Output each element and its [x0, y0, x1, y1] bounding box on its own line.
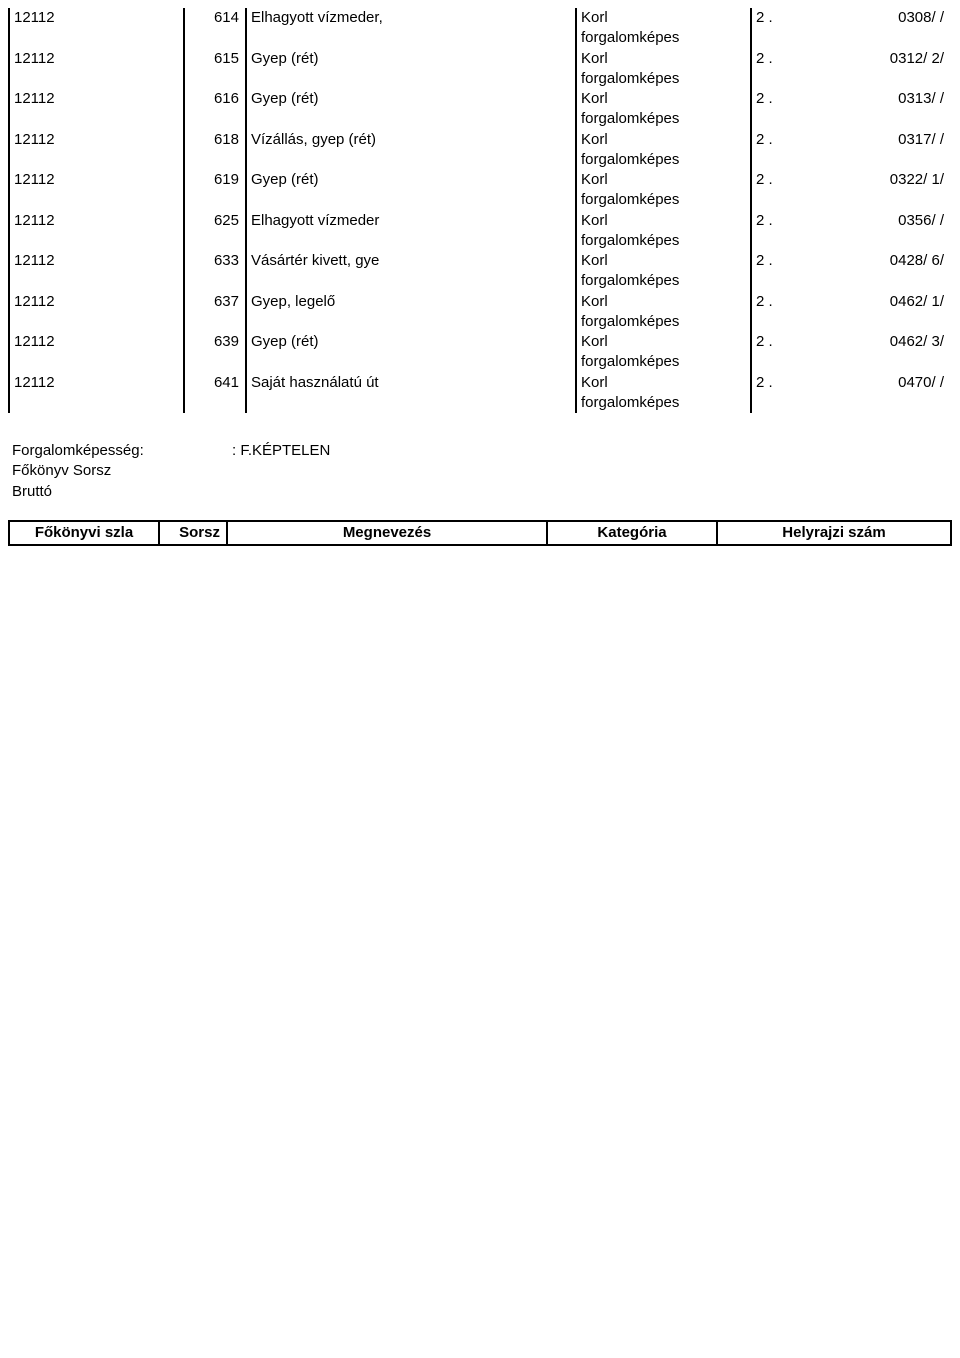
top-cell-c5: 2 .	[751, 49, 790, 90]
header-megnevezes: Megnevezés	[227, 521, 547, 545]
top-cell-c2: 625	[184, 211, 246, 252]
header-kategoria: Kategória	[547, 521, 717, 545]
meta-label-brutto: Bruttó	[12, 482, 232, 502]
top-cell-c1: 12112	[9, 292, 184, 333]
top-cell-c2: 614	[184, 8, 246, 49]
top-cell-c4a: Korl	[576, 211, 751, 231]
top-cell-c4b: forgalomképes	[576, 109, 751, 129]
top-cell-c5: 2 .	[751, 373, 790, 414]
top-cell-c4a: Korl	[576, 49, 751, 69]
top-cell-c6: 0312/ 2/	[790, 49, 960, 90]
header-sorsz: Sorsz	[159, 521, 227, 545]
top-cell-c3: Gyep (rét)	[246, 170, 576, 211]
top-cell-c1: 12112	[9, 211, 184, 252]
top-cell-c1: 12112	[9, 251, 184, 292]
top-cell-c2: 618	[184, 130, 246, 171]
meta-label-forgalomkepesseg: Forgalomképesség:	[12, 441, 232, 461]
top-cell-c2: 637	[184, 292, 246, 333]
top-cell-c3: Vásártér kivett, gye	[246, 251, 576, 292]
top-cell-c4a: Korl	[576, 89, 751, 109]
top-cell-c2: 633	[184, 251, 246, 292]
top-cell-c3: Gyep (rét)	[246, 89, 576, 130]
top-cell-c4b: forgalomképes	[576, 69, 751, 89]
top-cell-c1: 12112	[9, 89, 184, 130]
top-cell-c4a: Korl	[576, 170, 751, 190]
top-cell-c6: 0317/ /	[790, 130, 960, 171]
meta-label-fokonyv-sorsz: Főkönyv Sorsz	[12, 461, 232, 481]
top-cell-c4a: Korl	[576, 332, 751, 352]
top-cell-c4b: forgalomképes	[576, 231, 751, 251]
top-cell-c4b: forgalomképes	[576, 312, 751, 332]
top-cell-c3: Saját használatú út	[246, 373, 576, 414]
top-cell-c4b: forgalomképes	[576, 271, 751, 291]
top-cell-c5: 2 .	[751, 130, 790, 171]
top-cell-c4b: forgalomképes	[576, 352, 751, 372]
top-cell-c1: 12112	[9, 373, 184, 414]
top-cell-c3: Gyep, legelő	[246, 292, 576, 333]
top-cell-c6: 0356/ /	[790, 211, 960, 252]
top-cell-c3: Elhagyott vízmeder,	[246, 8, 576, 49]
top-cell-c2: 616	[184, 89, 246, 130]
top-cell-c3: Gyep (rét)	[246, 332, 576, 373]
top-cell-c2: 619	[184, 170, 246, 211]
top-cell-c1: 12112	[9, 170, 184, 211]
top-cell-c2: 641	[184, 373, 246, 414]
top-cell-c2: 615	[184, 49, 246, 90]
top-cell-c5: 2 .	[751, 89, 790, 130]
top-cell-c3: Vízállás, gyep (rét)	[246, 130, 576, 171]
section-meta: Forgalomképesség: : F.KÉPTELEN Főkönyv S…	[12, 441, 952, 502]
top-cell-c5: 2 .	[751, 292, 790, 333]
top-cell-c4b: forgalomképes	[576, 28, 751, 48]
top-cell-c4b: forgalomképes	[576, 150, 751, 170]
top-cell-c1: 12112	[9, 130, 184, 171]
top-cell-c3: Elhagyott vízmeder	[246, 211, 576, 252]
top-cell-c1: 12112	[9, 8, 184, 49]
top-cell-c4a: Korl	[576, 292, 751, 312]
top-cell-c4a: Korl	[576, 251, 751, 271]
top-cell-c6: 0322/ 1/	[790, 170, 960, 211]
main-table: Főkönyvi szla Sorsz Megnevezés Kategória…	[8, 520, 952, 546]
top-cell-c4a: Korl	[576, 8, 751, 28]
top-cell-c5: 2 .	[751, 332, 790, 373]
top-cell-c2: 639	[184, 332, 246, 373]
top-cell-c6: 0308/ /	[790, 8, 960, 49]
top-cell-c1: 12112	[9, 49, 184, 90]
top-table: 12112614Elhagyott vízmeder,Korl2 .0308/ …	[8, 8, 960, 413]
top-cell-c5: 2 .	[751, 251, 790, 292]
top-cell-c6: 0313/ /	[790, 89, 960, 130]
header-helyrajzi-szam: Helyrajzi szám	[717, 521, 951, 545]
top-cell-c3: Gyep (rét)	[246, 49, 576, 90]
top-cell-c1: 12112	[9, 332, 184, 373]
top-cell-c4b: forgalomképes	[576, 393, 751, 413]
top-cell-c6: 0470/ /	[790, 373, 960, 414]
top-cell-c6: 0462/ 3/	[790, 332, 960, 373]
top-cell-c4b: forgalomképes	[576, 190, 751, 210]
top-cell-c5: 2 .	[751, 170, 790, 211]
top-cell-c5: 2 .	[751, 211, 790, 252]
top-cell-c4a: Korl	[576, 130, 751, 150]
top-cell-c5: 2 .	[751, 8, 790, 49]
meta-value-forgalomkepesseg: : F.KÉPTELEN	[232, 441, 330, 461]
top-cell-c4a: Korl	[576, 373, 751, 393]
top-cell-c6: 0428/ 6/	[790, 251, 960, 292]
top-cell-c6: 0462/ 1/	[790, 292, 960, 333]
header-fokonyvi-szla: Főkönyvi szla	[9, 521, 159, 545]
